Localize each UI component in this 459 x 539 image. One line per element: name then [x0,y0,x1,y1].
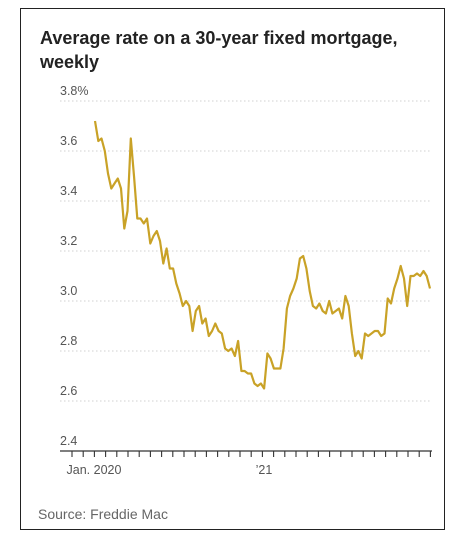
y-axis-labels: 2.4 2.6 2.8 3.0 3.2 3.4 3.6 3.8% [60,84,89,448]
x-tick-label: ’21 [256,463,273,477]
y-tick-label: 2.4 [60,434,77,448]
y-tick-label: 3.8% [60,84,89,98]
y-tick-label: 2.8 [60,334,77,348]
chart-title: Average rate on a 30-year fixed mortgage… [40,28,398,72]
x-tick-label: Jan. 2020 [67,463,122,477]
y-tick-label: 3.0 [60,284,77,298]
mortgage-rate-line [93,120,432,390]
x-axis: Jan. 2020 ’21 [67,451,431,477]
gridlines [60,100,432,452]
source-note: Source: Freddie Mac [38,506,168,522]
y-tick-label: 3.4 [60,184,77,198]
series-layer [93,120,432,390]
y-tick-label: 3.6 [60,134,77,148]
chart-frame [20,8,445,530]
y-tick-label: 3.2 [60,234,77,248]
y-tick-label: 2.6 [60,384,77,398]
